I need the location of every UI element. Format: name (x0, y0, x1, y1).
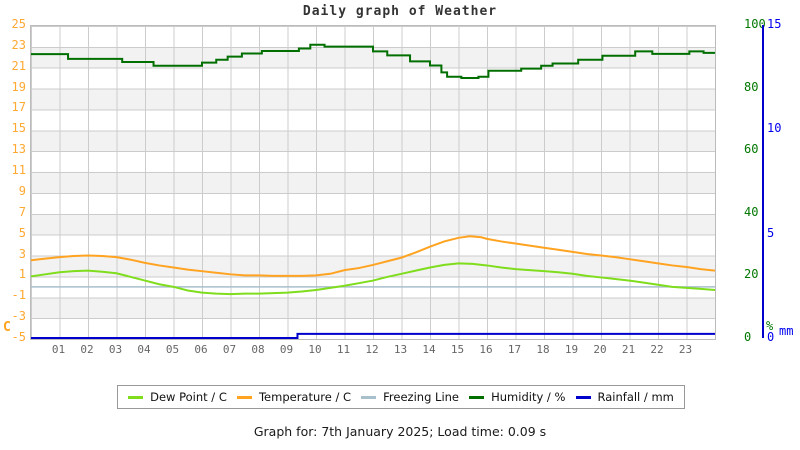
legend-label: Humidity / % (491, 390, 566, 404)
temp-tick-25: 25 (11, 17, 26, 31)
humidity-tick-0: 0 (744, 330, 752, 344)
humidity-tick-100: 100 (744, 17, 766, 31)
celsius-unit-label: C (3, 320, 11, 335)
temperature-line (31, 235, 715, 277)
temp-tick--3: -3 (11, 309, 26, 324)
humidity-tick-20: 20 (744, 267, 759, 282)
legend-label: Rainfall / mm (597, 390, 674, 404)
rain-tick-5: 5 (767, 225, 775, 240)
hour-tick-07: 07 (222, 343, 237, 356)
rain-tick-15: 15 (767, 17, 782, 31)
humidity-tick-40: 40 (744, 204, 759, 219)
hour-tick-17: 17 (507, 343, 522, 356)
hour-tick-01: 01 (51, 343, 66, 356)
temp-tick-13: 13 (11, 142, 26, 157)
hour-tick-03: 03 (108, 343, 123, 356)
rain-axis-line (762, 25, 764, 338)
legend-label: Dew Point / C (150, 390, 227, 404)
legend-item-dew-point-c: Dew Point / C (128, 390, 227, 404)
temp-tick-3: 3 (18, 246, 26, 261)
mm-unit-label: mm (779, 324, 794, 338)
hour-tick-05: 05 (165, 343, 180, 356)
hour-tick-19: 19 (564, 343, 579, 356)
rainfall-mm-legend-dash-icon (575, 395, 591, 399)
humidity-tick-60: 60 (744, 142, 759, 157)
hour-tick-23: 23 (678, 343, 693, 356)
hour-tick-20: 20 (593, 343, 607, 356)
temp-tick-1: 1 (18, 267, 26, 282)
rain-tick-0: 0 (767, 330, 775, 344)
temp-tick-19: 19 (11, 79, 26, 94)
humidity-legend-dash-icon (469, 395, 485, 399)
legend-item-rainfall-mm: Rainfall / mm (575, 390, 674, 404)
hour-tick-13: 13 (393, 343, 408, 356)
temp-tick--5: -5 (11, 330, 26, 344)
hour-tick-04: 04 (137, 343, 151, 356)
temp-tick-17: 17 (11, 100, 26, 115)
hour-tick-09: 09 (279, 343, 294, 356)
hour-tick-02: 02 (80, 343, 94, 356)
freezing-line-legend-dash-icon (361, 395, 377, 399)
hour-tick-12: 12 (365, 343, 379, 356)
temp-tick-7: 7 (18, 204, 26, 219)
temp-tick-9: 9 (18, 183, 26, 198)
chart-title: Daily graph of Weather (302, 4, 498, 19)
temp-tick-15: 15 (11, 121, 26, 136)
legend-item-freezing-line: Freezing Line (361, 390, 459, 404)
dew-point-line (31, 262, 715, 296)
hour-tick-11: 11 (336, 343, 351, 356)
rain-tick-10: 10 (767, 121, 782, 136)
chart-caption: Graph for: 7th January 2025; Load time: … (253, 424, 547, 439)
chart-curves (31, 43, 715, 339)
hour-tick-22: 22 (650, 343, 664, 356)
humidity-tick-80: 80 (744, 79, 759, 94)
legend-label: Temperature / C (258, 390, 352, 404)
hour-tick-21: 21 (621, 343, 636, 356)
hour-tick-08: 08 (251, 343, 265, 356)
plot-area (30, 25, 716, 340)
hour-tick-06: 06 (194, 343, 208, 356)
humidity-line (31, 43, 715, 79)
rainfall-line (31, 332, 715, 339)
percent-unit-label: % (766, 319, 774, 333)
legend-item-humidity: Humidity / % (469, 390, 565, 404)
temp-tick-21: 21 (11, 58, 26, 73)
hour-tick-14: 14 (422, 343, 436, 356)
temperature-c-legend-dash-icon (236, 395, 252, 399)
dew-point-c-legend-dash-icon (128, 395, 144, 399)
chart-legend: Dew Point / C Temperature / C Freezing Lin… (117, 385, 685, 409)
temp-tick-11: 11 (11, 163, 26, 178)
legend-label: Freezing Line (383, 390, 460, 404)
hour-tick-16: 16 (479, 343, 493, 356)
temp-tick--1: -1 (11, 288, 26, 303)
temp-tick-23: 23 (11, 37, 26, 52)
hour-tick-18: 18 (536, 343, 550, 356)
temp-tick-5: 5 (18, 225, 26, 240)
hour-tick-10: 10 (308, 343, 322, 356)
legend-item-temperature-c: Temperature / C (236, 390, 352, 404)
hour-tick-15: 15 (450, 343, 465, 356)
